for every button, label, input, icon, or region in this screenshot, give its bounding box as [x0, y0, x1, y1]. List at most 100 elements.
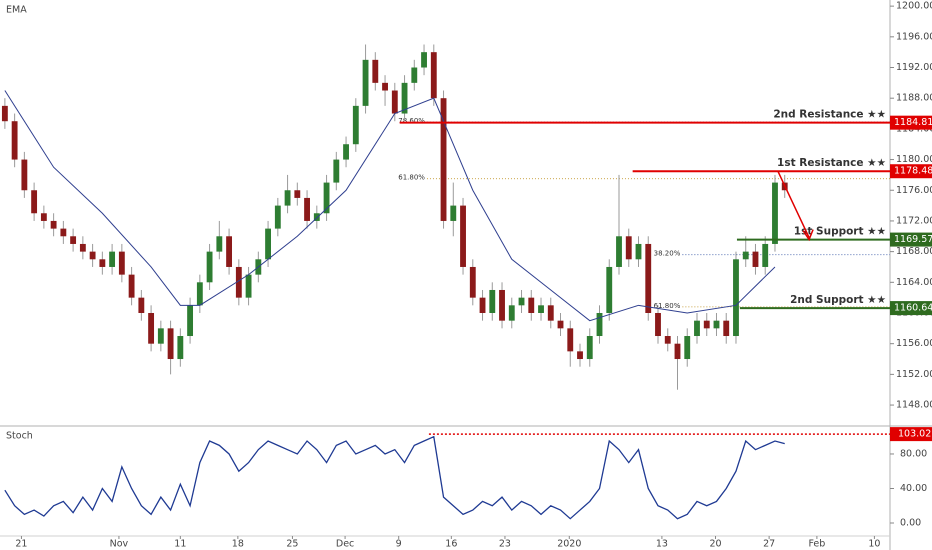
candle-body: [157, 328, 164, 344]
level-price: 1160.64: [894, 303, 932, 314]
candle-body: [430, 52, 437, 99]
y-tick-label: 1148.00: [896, 400, 932, 411]
candle-body: [499, 289, 505, 321]
candle-body: [596, 312, 603, 337]
candle-body: [235, 266, 242, 298]
fib-label: 78.60%: [398, 117, 425, 125]
y-tick-label: 1196.00: [896, 31, 932, 42]
candle-body: [372, 59, 379, 83]
fib-label: 61.80%: [398, 174, 425, 182]
x-tick-label: 21: [15, 539, 27, 550]
candle-body: [99, 259, 106, 267]
x-tick-label: Nov: [110, 539, 129, 550]
level-label: 2nd Support ★★: [790, 294, 886, 306]
candle-body: [343, 144, 349, 160]
candle-body: [694, 320, 700, 337]
x-tick-label: 13: [656, 539, 668, 550]
candle-body: [60, 228, 67, 237]
candle-body: [489, 289, 496, 313]
x-tick-label: 16: [445, 539, 457, 550]
candle-body: [11, 121, 18, 160]
candle-body: [138, 297, 145, 313]
indicator-label: EMA: [6, 5, 27, 16]
candle-body: [362, 59, 369, 106]
candle-body: [421, 52, 427, 68]
candle-body: [40, 213, 47, 221]
candle-body: [625, 236, 632, 260]
stoch-level-value: 103.02: [898, 429, 931, 440]
candle-body: [391, 90, 398, 114]
x-tick-label: Dec: [336, 539, 354, 550]
y-tick-label: 1176.00: [896, 185, 932, 196]
x-tick-label: 9: [396, 539, 402, 550]
x-tick-label: 10: [868, 539, 880, 550]
candle-body: [752, 251, 759, 267]
candle-body: [450, 205, 457, 221]
stoch-level-box: [890, 427, 932, 442]
y-tick-label: 1152.00: [896, 369, 932, 380]
level-price: 1184.81: [894, 117, 932, 128]
y-tick-label: 1180.00: [896, 154, 932, 165]
candle-body: [21, 159, 28, 191]
candle-body: [226, 236, 233, 267]
level-price-box: [890, 232, 932, 247]
candle-body: [216, 236, 223, 252]
candle-body: [655, 312, 661, 337]
level-label: 2nd Resistance ★★: [773, 109, 886, 121]
fib-label: 38.20%: [654, 250, 681, 258]
candle-body: [31, 190, 38, 214]
y-tick-label: 1192.00: [896, 62, 932, 73]
y-tick-label: 1200.00: [896, 1, 932, 12]
candle-body: [128, 274, 135, 298]
candle-body: [333, 159, 340, 183]
x-tick-label: 2020: [557, 539, 581, 550]
candle-body: [733, 259, 739, 337]
stoch-y-tick-label: 0.00: [900, 518, 921, 529]
y-tick-label: 1168.00: [896, 246, 932, 257]
candle-body: [382, 82, 388, 91]
candle-body: [1, 105, 8, 122]
candle-body: [352, 105, 359, 145]
y-tick-label: 1172.00: [896, 215, 932, 226]
level-price-box: [890, 164, 932, 179]
candle-body: [460, 205, 466, 267]
x-tick-label: Feb: [808, 539, 825, 550]
candle-body: [547, 305, 554, 321]
candle-body: [538, 305, 544, 313]
candle-body: [323, 182, 330, 214]
y-tick-label: 1188.00: [896, 93, 932, 104]
level-label: 1st Resistance ★★: [777, 157, 886, 169]
candle-body: [684, 336, 691, 360]
candle-body: [664, 336, 671, 344]
candle-body: [528, 297, 535, 313]
candle-body: [401, 82, 408, 114]
x-tick-label: 27: [763, 539, 775, 550]
candle-body: [50, 220, 57, 229]
candle-body: [206, 251, 213, 283]
candle-body: [284, 190, 291, 206]
x-tick-label: 18: [232, 539, 244, 550]
level-price-box: [890, 301, 932, 316]
candle-body: [723, 320, 730, 337]
candle-body: [118, 251, 125, 275]
candle-body: [606, 266, 613, 313]
ema-line: [4, 90, 776, 322]
candle-body: [635, 243, 642, 260]
x-tick-label: 25: [286, 539, 298, 550]
candle-body: [469, 266, 476, 298]
candle-body: [411, 67, 418, 83]
candle-body: [70, 236, 77, 244]
candle-body: [265, 228, 271, 260]
candle-body: [148, 312, 155, 344]
arrow-shaft: [777, 170, 810, 238]
x-tick-label: 20: [709, 539, 721, 550]
stoch-line: [4, 435, 785, 520]
candle-body: [518, 297, 525, 306]
level-label: 1st Support ★★: [794, 226, 886, 238]
candle-body: [313, 213, 320, 221]
level-price: 1178.48: [894, 166, 932, 177]
y-tick-label: 1164.00: [896, 277, 932, 288]
stoch-label: Stoch: [6, 431, 33, 442]
candle-body: [79, 243, 86, 252]
candle-body: [109, 251, 116, 267]
